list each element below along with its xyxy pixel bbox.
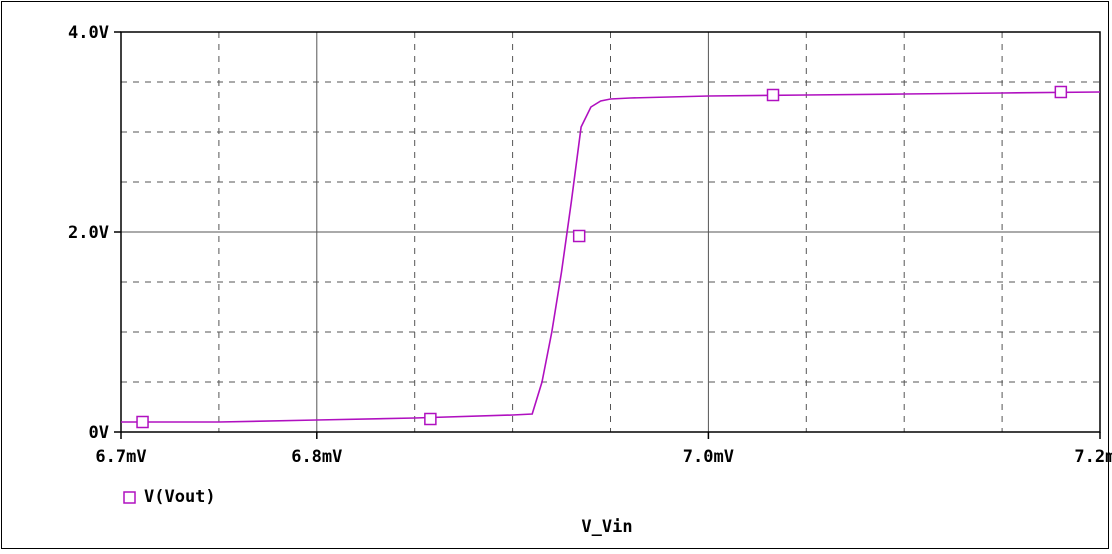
y-tick-label: 2.0V	[68, 223, 109, 243]
data-point-marker	[572, 229, 586, 243]
legend-marker	[123, 491, 136, 504]
x-tick-label: 6.8mV	[291, 447, 342, 467]
legend: V(Vout)	[123, 487, 216, 507]
data-point-marker	[136, 415, 149, 429]
series-layer	[121, 85, 1101, 429]
y-tick-label: 4.0V	[68, 23, 109, 43]
x-tick-label: 6.7mV	[95, 447, 146, 467]
data-point-marker	[766, 88, 780, 102]
x-tick-label: 7.0mV	[683, 447, 734, 467]
x-axis-label: V_Vin	[581, 517, 632, 537]
legend-series-label: V(Vout)	[144, 487, 216, 507]
data-point-marker	[424, 412, 437, 426]
data-point-marker	[1054, 85, 1068, 99]
y-tick-label: 0V	[89, 423, 109, 443]
axis-ticks: 6.7mV 6.8mV 7.0mV 7.2mV 0V 2.0V 4.0V	[68, 23, 1112, 467]
x-tick-label: 7.2mV	[1074, 447, 1112, 467]
grid	[121, 32, 1100, 432]
